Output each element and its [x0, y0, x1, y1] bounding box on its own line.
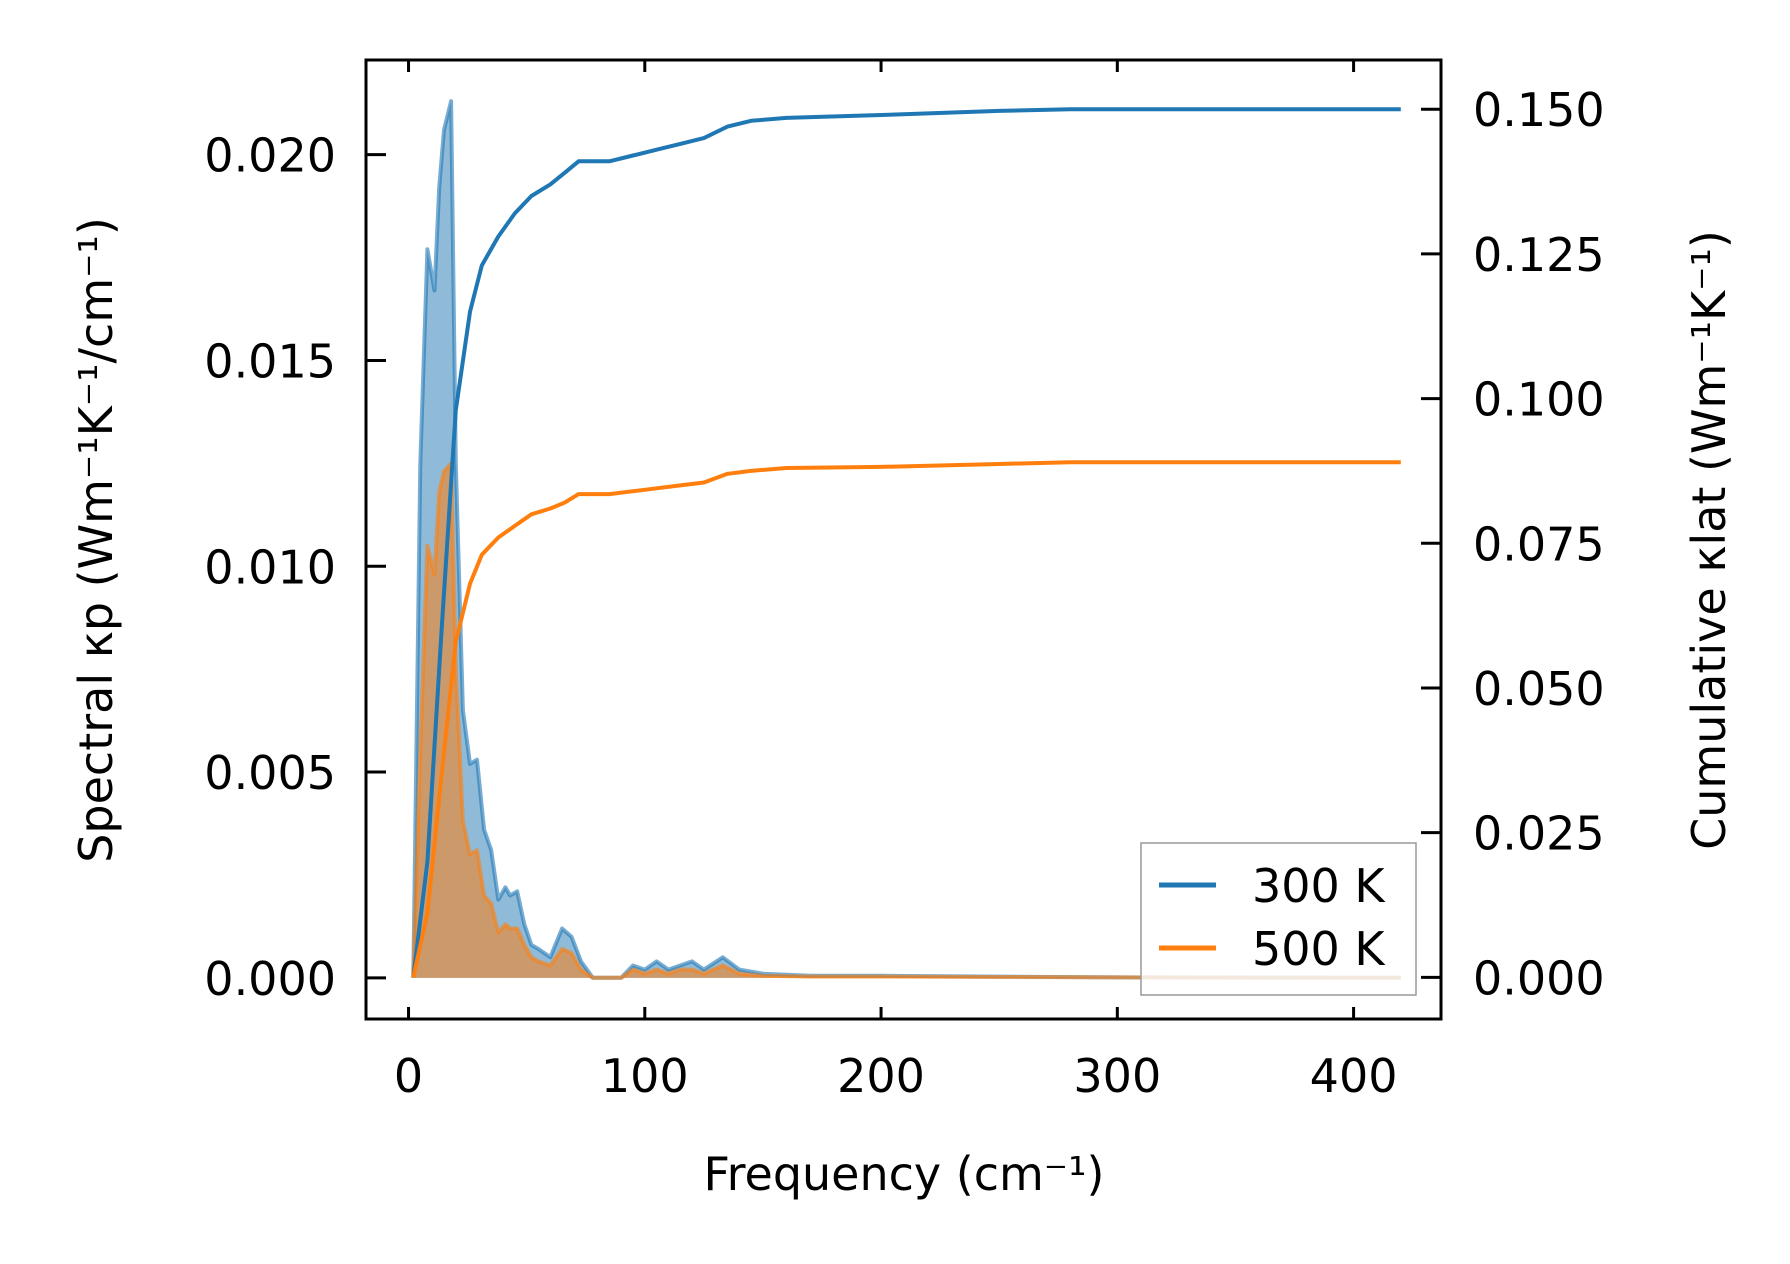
y2-tick-label: 0.025 [1473, 807, 1605, 861]
x-axis-label: Frequency (cm⁻¹) [704, 1147, 1105, 1201]
x-tick-label: 400 [1310, 1049, 1398, 1103]
x-tick-label: 300 [1073, 1049, 1161, 1103]
y-axis-label: Spectral κp (Wm⁻¹K⁻¹/cm⁻¹) [69, 217, 123, 863]
y2-tick-label: 0.000 [1473, 951, 1605, 1005]
y2-tick-label: 0.125 [1473, 228, 1605, 282]
y-tick-label: 0.010 [204, 540, 336, 594]
cumulative-line-300k [411, 107, 1401, 978]
series-lines [411, 107, 1401, 978]
spectral-line-500k [411, 461, 1401, 980]
plot-frame [364, 58, 1443, 1021]
x-tick-label: 100 [601, 1049, 689, 1103]
y2-tick-label: 0.150 [1473, 83, 1605, 137]
y2-tick-label: 0.050 [1473, 662, 1605, 716]
legend-box [1140, 842, 1417, 996]
ticks: 0 100 200 300 400 0.000 0.005 0.010 0.015 0.020 0.… [204, 60, 1605, 1103]
y2-tick-label: 0.100 [1473, 373, 1605, 427]
x-tick-label: 0 [394, 1049, 423, 1103]
y-tick-label: 0.000 [204, 952, 336, 1006]
y2-axis-label: Cumulative κlat (Wm⁻¹K⁻¹) [1682, 230, 1736, 850]
legend: 300 K 500 K [1140, 842, 1417, 996]
legend-label-500k: 500 K [1252, 922, 1386, 976]
y-tick-label: 0.005 [204, 746, 336, 800]
spectral-fills [411, 99, 1401, 980]
spectral-line-300k [411, 99, 1401, 980]
legend-label-300k: 300 K [1252, 859, 1386, 913]
cumulative-line-500k [411, 460, 1401, 978]
y2-tick-label: 0.075 [1473, 517, 1605, 571]
y-tick-label: 0.020 [204, 129, 336, 183]
y-tick-label: 0.015 [204, 334, 336, 388]
x-tick-label: 200 [837, 1049, 925, 1103]
